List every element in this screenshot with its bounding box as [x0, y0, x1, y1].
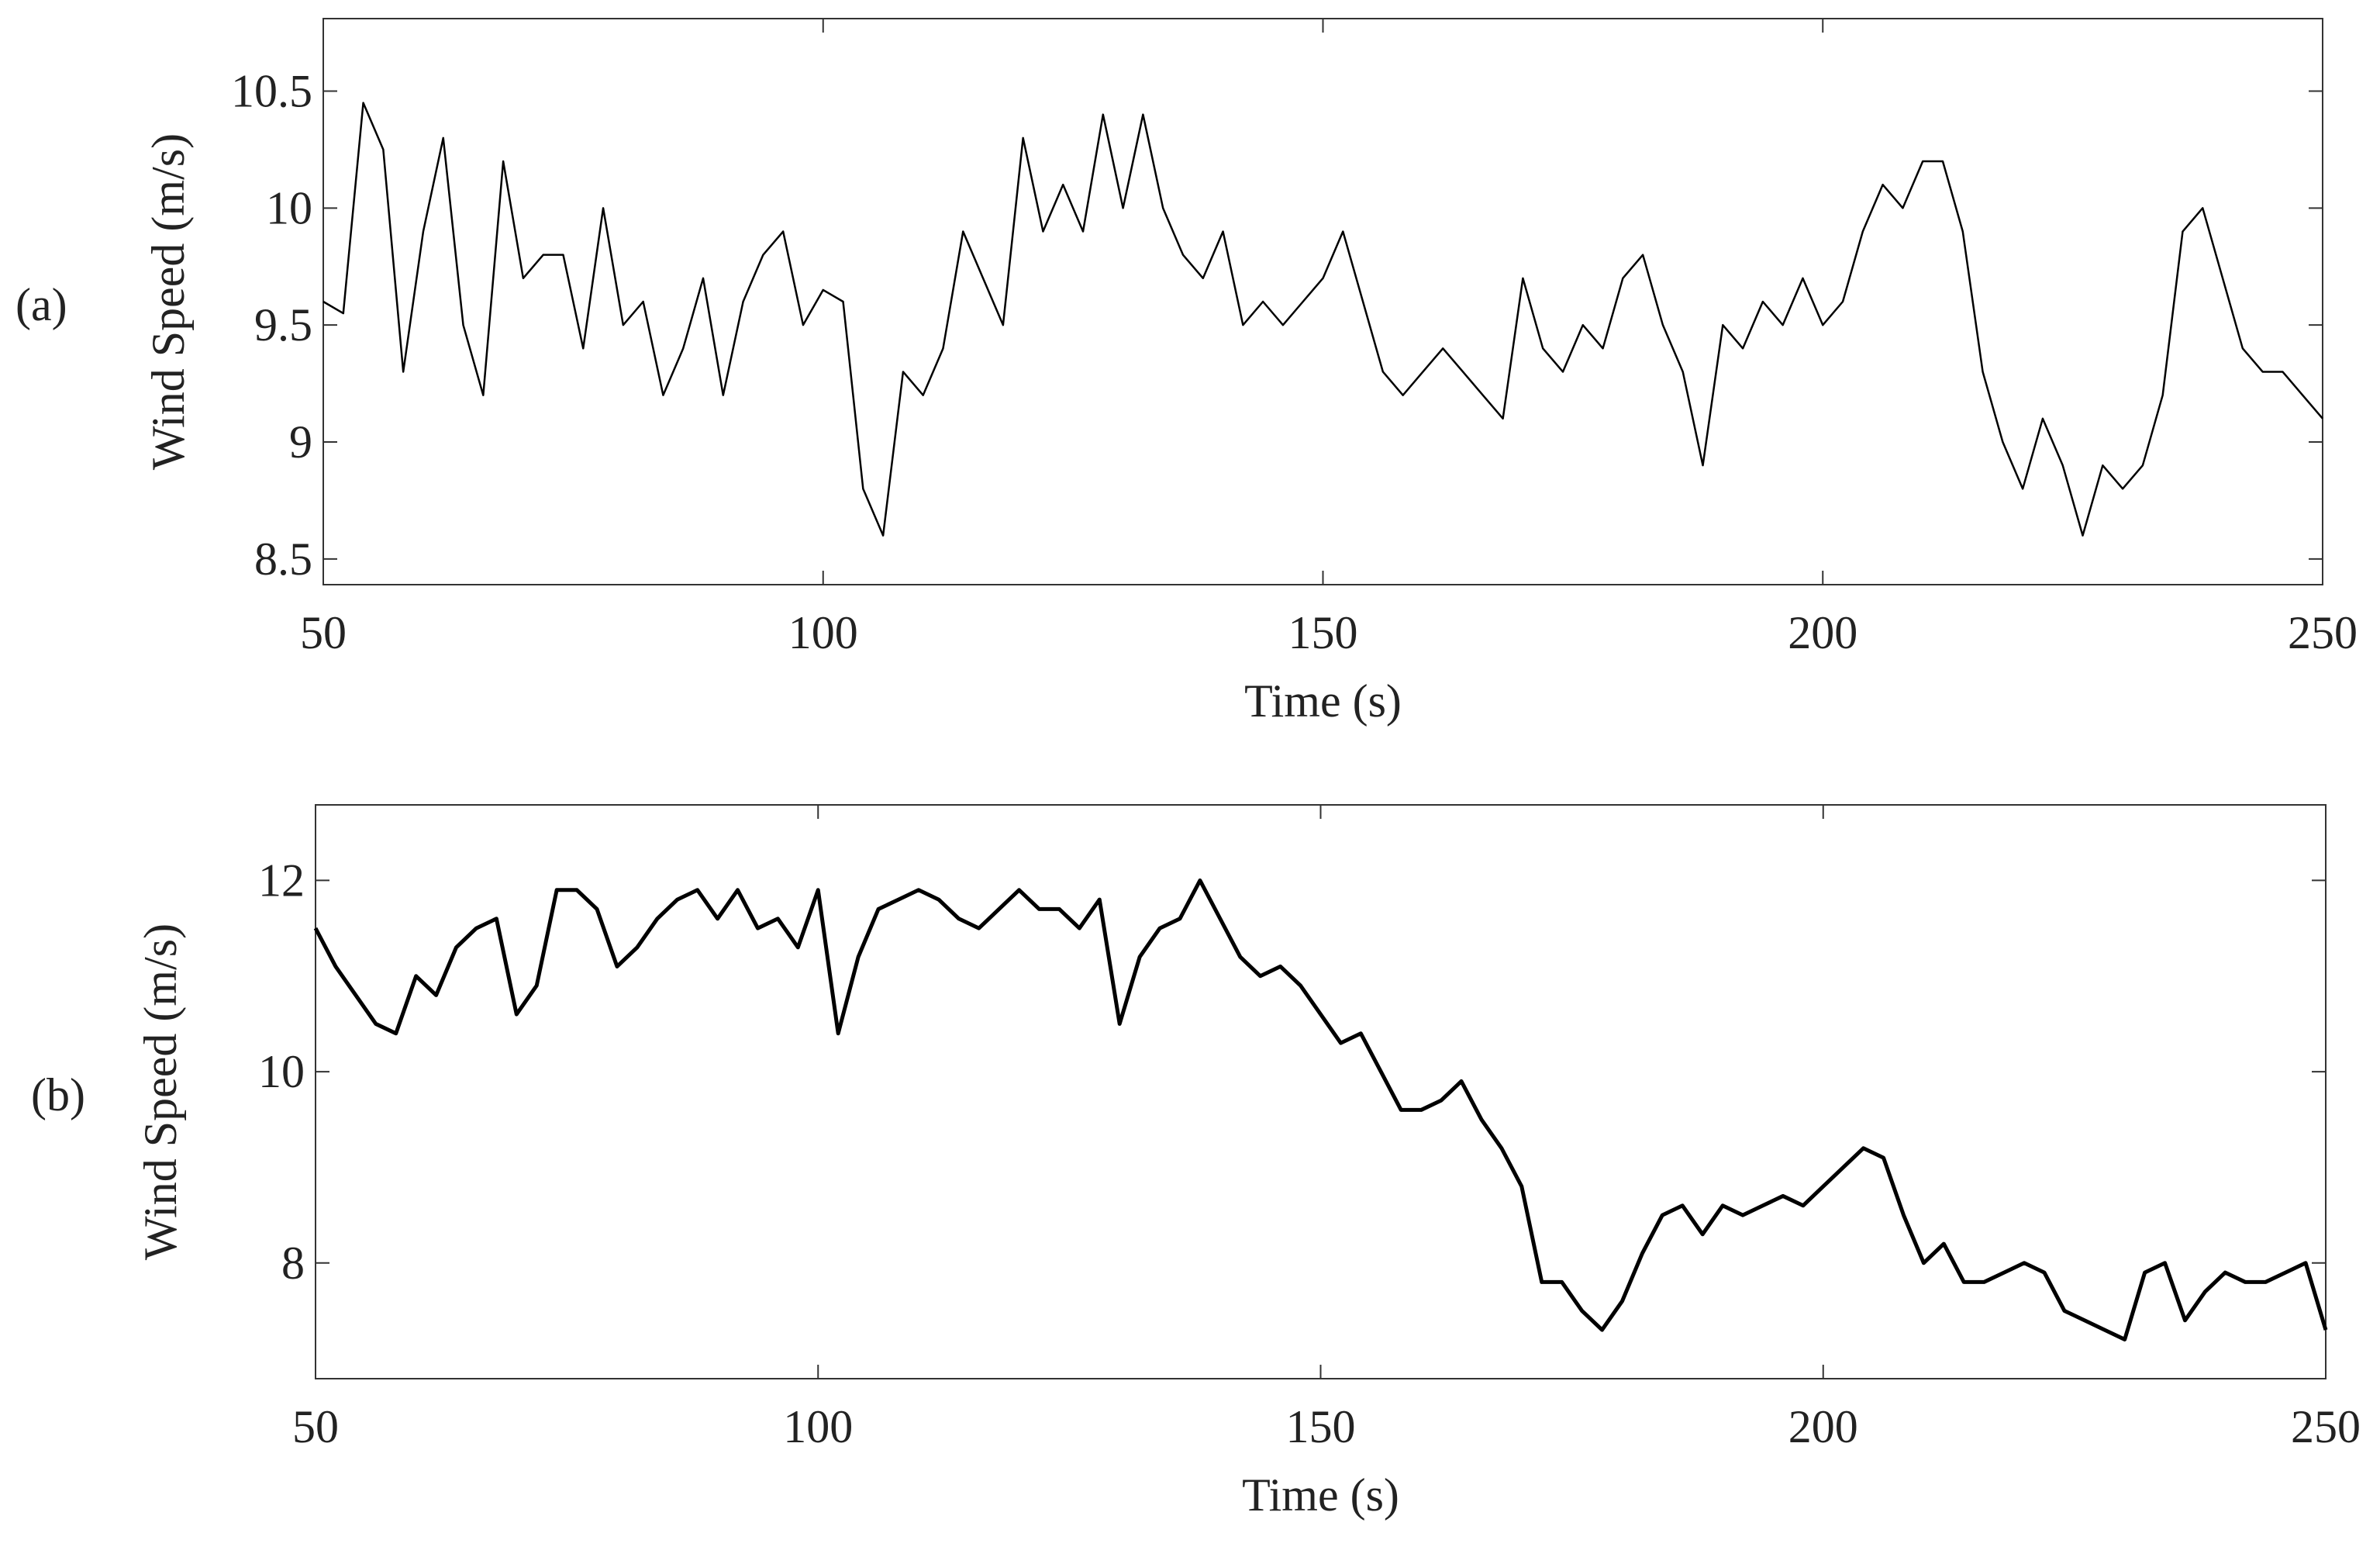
data-line: [323, 102, 2323, 537]
x-tick-label: 50: [292, 1401, 339, 1452]
y-axis-title: Wind Speed (m/s): [143, 133, 194, 470]
y-tick-label: 10: [258, 1046, 305, 1097]
y-tick-label: 9: [289, 416, 312, 468]
y-tick-label: 9.5: [254, 299, 312, 350]
y-tick-label: 10: [266, 182, 312, 233]
x-tick-label: 100: [788, 607, 858, 658]
x-tick-label: 200: [1788, 607, 1857, 658]
panel-label: (b): [31, 1069, 85, 1120]
y-tick-label: 12: [258, 855, 305, 906]
x-tick-label: 100: [783, 1401, 853, 1452]
x-tick-label: 50: [300, 607, 347, 658]
plot-frame: [315, 804, 2327, 1379]
x-tick-label: 150: [1288, 607, 1358, 658]
panel-label: (a): [16, 279, 67, 330]
x-tick-label: 200: [1788, 1401, 1858, 1452]
x-tick-label: 250: [2288, 607, 2358, 658]
plot-frame: [323, 18, 2323, 585]
x-axis-title: Time (s): [1242, 1469, 1399, 1521]
data-line: [313, 878, 2328, 1341]
y-tick-label: 8: [281, 1238, 305, 1289]
x-tick-label: 250: [2291, 1401, 2361, 1452]
x-axis-title: Time (s): [1244, 675, 1402, 727]
y-tick-label: 8.5: [254, 533, 312, 585]
y-axis-title: Wind Speed (m/s): [135, 924, 186, 1260]
y-tick-label: 10.5: [231, 66, 312, 117]
x-tick-label: 150: [1286, 1401, 1356, 1452]
